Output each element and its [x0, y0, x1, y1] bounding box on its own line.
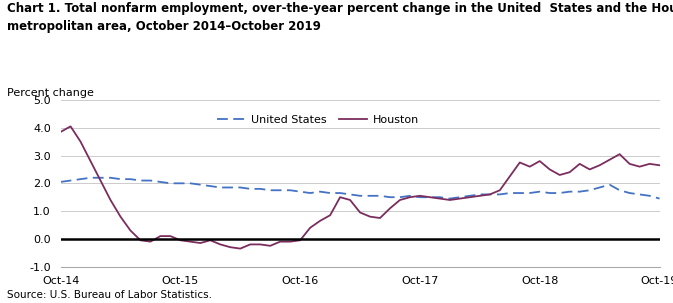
- Line: Houston: Houston: [61, 126, 660, 248]
- United States: [386, 195, 394, 199]
- Houston: [396, 198, 404, 202]
- United States: [86, 176, 94, 180]
- United States: [57, 180, 65, 184]
- Houston: [286, 240, 294, 244]
- Text: Percent change: Percent change: [7, 88, 94, 98]
- Houston: [206, 238, 214, 242]
- Houston: [57, 130, 65, 134]
- United States: [426, 195, 434, 199]
- United States: [656, 197, 664, 200]
- Houston: [67, 125, 75, 128]
- Text: Chart 1. Total nonfarm employment, over-the-year percent change in the United  S: Chart 1. Total nonfarm employment, over-…: [7, 2, 673, 15]
- Text: Source: U.S. Bureau of Labor Statistics.: Source: U.S. Bureau of Labor Statistics.: [7, 290, 212, 300]
- United States: [186, 181, 194, 185]
- Houston: [596, 163, 604, 167]
- Line: United States: United States: [61, 178, 660, 198]
- United States: [596, 186, 604, 189]
- Houston: [436, 197, 444, 200]
- Houston: [186, 240, 194, 244]
- Houston: [656, 163, 664, 167]
- United States: [276, 188, 284, 192]
- United States: [206, 184, 214, 188]
- Houston: [236, 247, 244, 250]
- Legend: United States, Houston: United States, Houston: [213, 111, 423, 129]
- United States: [446, 197, 454, 200]
- Text: metropolitan area, October 2014–October 2019: metropolitan area, October 2014–October …: [7, 20, 320, 33]
